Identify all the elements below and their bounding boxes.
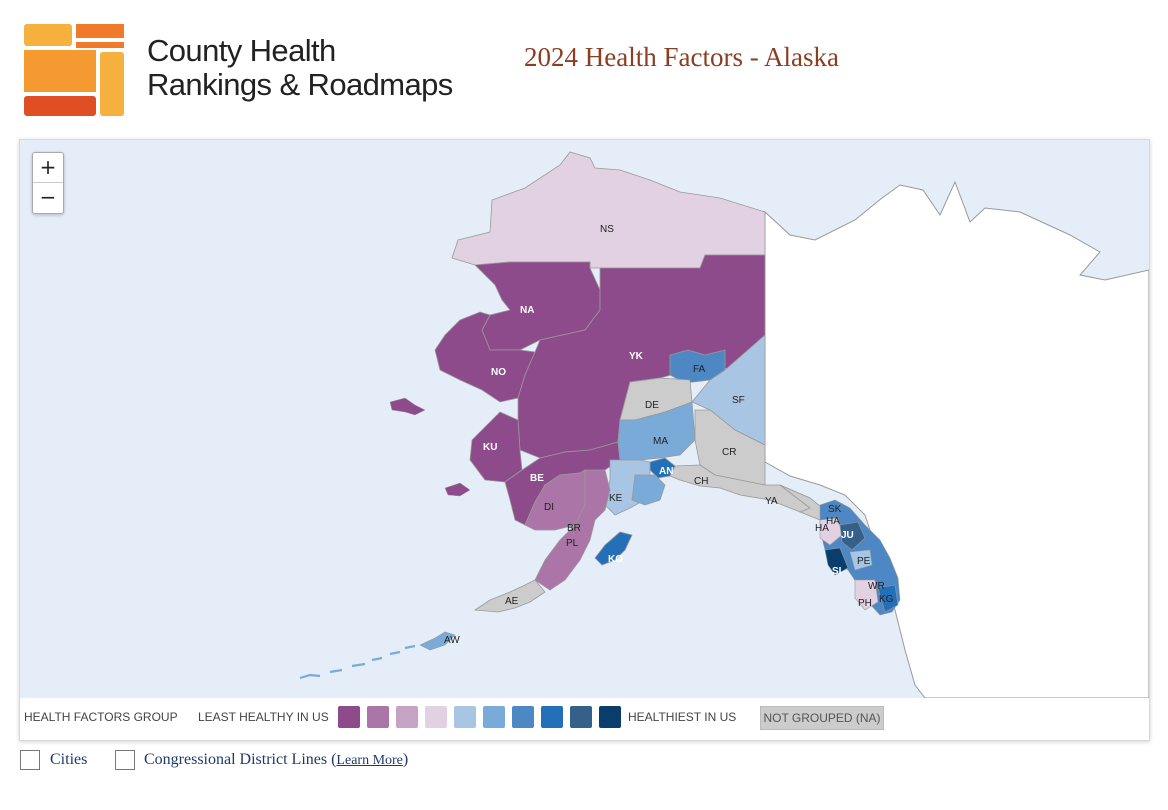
county-ae[interactable] [473,579,546,613]
zoom-control: + − [32,152,64,214]
label-cr: CR [722,447,736,458]
label-di: DI [544,502,554,513]
legend-swatch [338,706,360,728]
county-ku[interactable] [469,411,523,483]
cities-label[interactable]: Cities [50,751,88,768]
label-ph: PH [858,598,872,609]
county-ke-east[interactable] [631,474,666,506]
label-ko: KO [608,554,623,565]
label-na: NA [520,305,534,316]
legend-least-label: LEAST HEALTHY IN US [198,710,329,724]
congressional-district-checkbox[interactable] [115,750,135,770]
label-sk: SK [828,504,842,515]
label-si: SI [832,566,842,577]
legend-swatch [367,706,389,728]
learn-more-link[interactable]: Learn More [336,753,403,768]
county-ju[interactable] [839,521,866,551]
county-ph[interactable] [854,579,879,611]
label-fa: FA [693,364,706,375]
county-ko[interactable] [594,531,633,566]
label-ns: NS [600,224,614,235]
label-ma: MA [653,436,668,447]
aleutian-islets [299,644,416,680]
island-nunivak [444,482,471,497]
label-ae: AE [505,596,519,607]
label-ch: CH [694,476,708,487]
label-ha-2: HA [815,523,829,534]
legend-swatch [483,706,505,728]
county-si[interactable] [824,547,849,576]
label-ku: KU [483,442,497,453]
map-area[interactable]: NS NA NO YK FA DE SF MA KU CR BE AN DI K… [20,140,1149,698]
legend-swatch [570,706,592,728]
page-title: 2024 Health Factors - Alaska [524,42,839,72]
label-ju: JU [841,530,854,541]
brand-line-1: County Health [147,33,336,68]
label-aw: AW [444,635,460,646]
label-yk: YK [629,351,644,362]
county-na[interactable] [474,261,601,351]
zoom-in-button[interactable]: + [33,153,63,183]
legend-swatch [425,706,447,728]
cities-checkbox[interactable] [20,750,40,770]
chr-logo [24,24,124,116]
congressional-district-text: Congressional District Lines [144,751,328,768]
map-legend: HEALTH FACTORS GROUP LEAST HEALTHY IN US… [20,698,1149,740]
county-ns[interactable] [451,151,766,269]
label-no: NO [491,367,506,378]
county-aw[interactable] [419,631,456,651]
legend-swatch [396,706,418,728]
county-pl[interactable] [534,469,611,591]
label-sf: SF [732,395,745,406]
alaska-map: NS NA NO YK FA DE SF MA KU CR BE AN DI K… [299,151,1149,698]
county-ha[interactable] [819,517,843,546]
legend-swatch [454,706,476,728]
legend-swatch [541,706,563,728]
label-pl: PL [566,538,579,549]
legend-not-grouped: NOT GROUPED (NA) [760,706,884,730]
label-wr: WR [868,581,885,592]
label-ke: KE [609,493,623,504]
brand-name[interactable]: County Health Rankings & Roadmaps [147,34,453,102]
label-br: BR [567,523,581,534]
map-card: NS NA NO YK FA DE SF MA KU CR BE AN DI K… [19,139,1150,741]
legend-title: HEALTH FACTORS GROUP [24,710,178,724]
congressional-district-label[interactable]: Congressional District Lines (Learn More… [144,751,409,768]
island-st-lawrence [389,397,426,416]
brand-line-2: Rankings & Roadmaps [147,67,453,102]
label-de: DE [645,400,659,411]
label-an: AN [659,466,673,477]
label-kg: KG [879,594,894,605]
label-ya: YA [765,496,778,507]
county-kg[interactable] [877,584,899,613]
label-be: BE [530,473,544,484]
zoom-out-button[interactable]: − [39,185,57,209]
county-pe[interactable] [849,549,873,571]
legend-swatch [512,706,534,728]
canada-land [764,180,1149,698]
label-ha-1: HA [826,516,840,527]
label-pe: PE [857,556,871,567]
legend-healthiest-label: HEALTHIEST IN US [628,710,737,724]
legend-swatch [599,706,621,728]
